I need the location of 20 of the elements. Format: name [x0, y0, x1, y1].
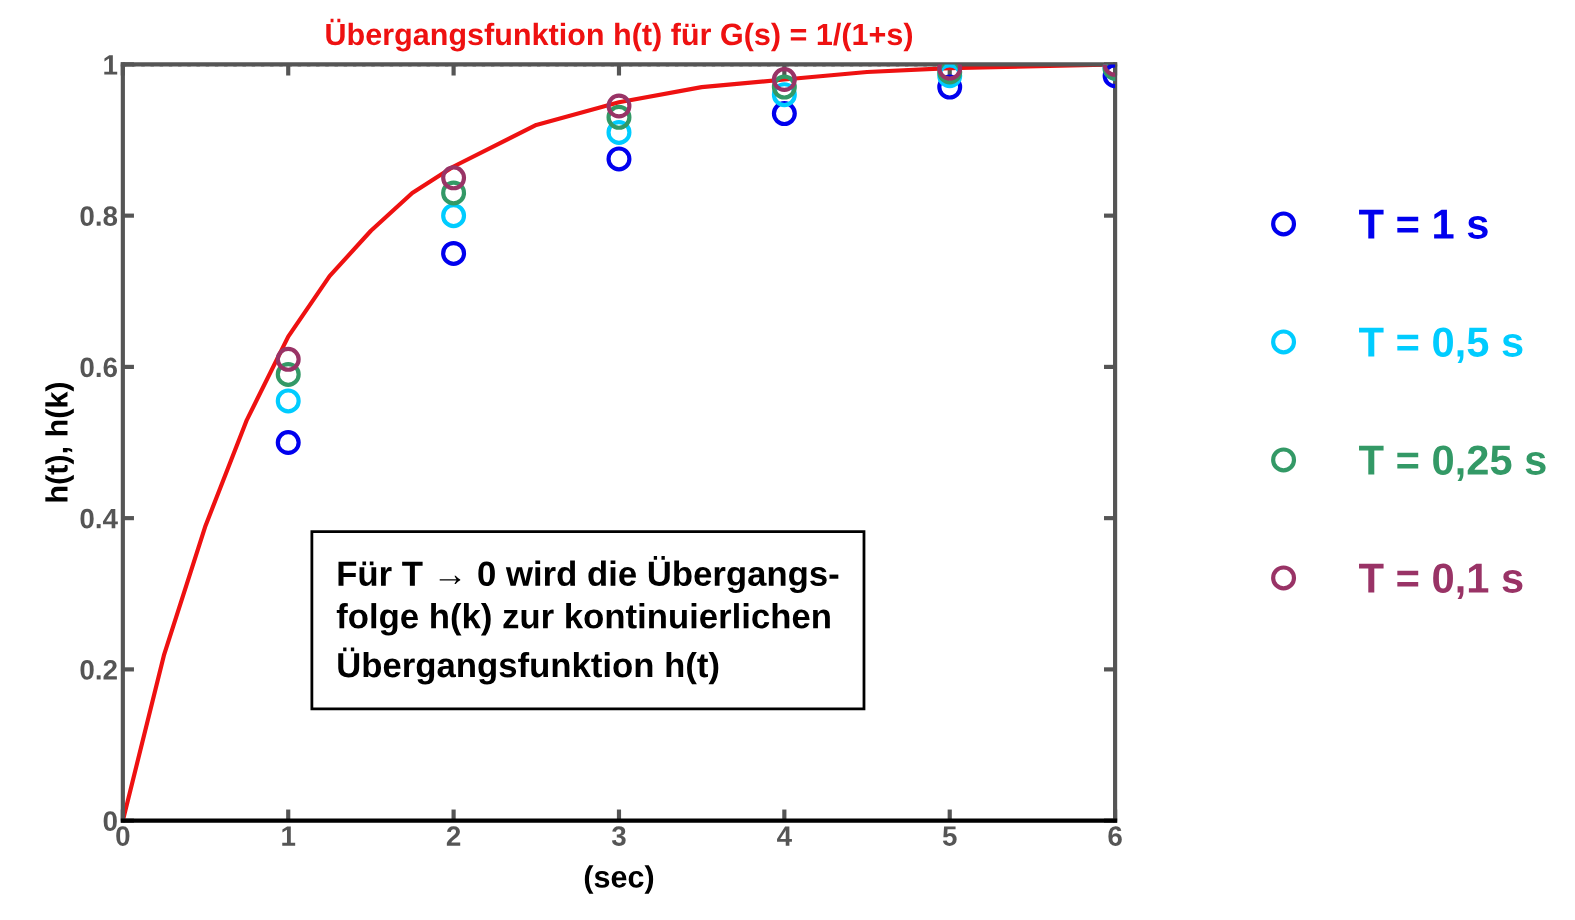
x-axis-title: (sec) [584, 865, 654, 894]
y-tick-label: 0 [103, 811, 117, 831]
x-tick-label: 4 [777, 826, 792, 846]
y-tick-label: 0.8 [80, 206, 118, 226]
legend-label: T = 0,25 s [1359, 445, 1546, 481]
y-tick-label: 0.2 [80, 660, 117, 680]
annotation: Für T → 0 wird die Übergangs- folge h(k) zur kontinuierlichen Übergangsfunktion h(t) [336, 556, 839, 685]
x-tick-label: 1 [282, 826, 296, 846]
y-tick-label: 1 [104, 55, 118, 75]
x-tick-label: 3 [611, 826, 626, 846]
y-tick-label: 0.4 [80, 508, 118, 529]
x-tick-label: 2 [446, 826, 461, 846]
legend-label: T = 0,5 s [1359, 327, 1523, 363]
legend-label: T = 1 s [1359, 209, 1488, 239]
chart-title: Übergangsfunktion h(t) für G(s) = 1/(1+s) [326, 18, 913, 52]
x-tick-label: 6 [1108, 826, 1122, 846]
x-tick-label: 5 [942, 826, 957, 846]
y-axis-title: h(t), h(k) [45, 382, 74, 502]
y-tick-label: 0.6 [80, 357, 117, 378]
legend-label: T = 0,1 s [1359, 563, 1523, 599]
